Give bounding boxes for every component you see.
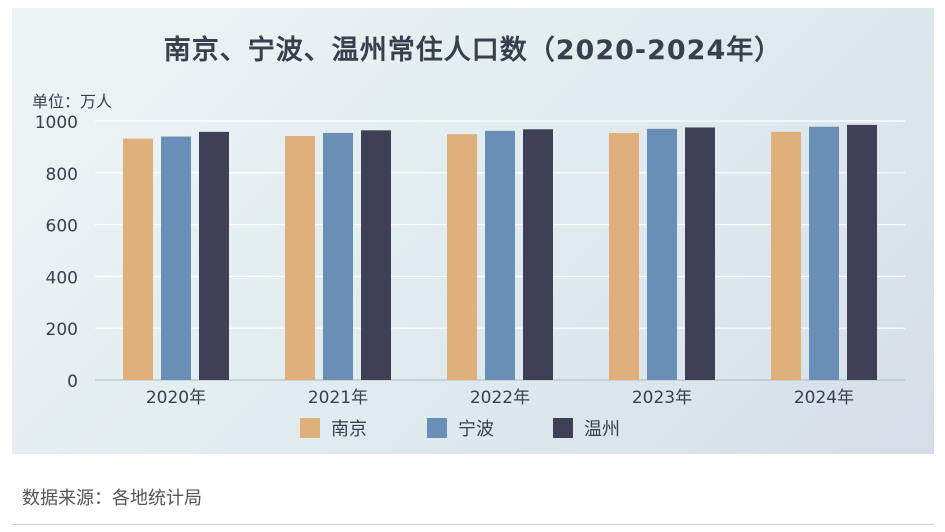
legend-swatch <box>427 418 447 438</box>
bar <box>323 132 353 380</box>
x-tick-label: 2020年 <box>146 388 206 408</box>
bar <box>161 136 191 380</box>
legend-label: 南京 <box>331 419 367 440</box>
bar <box>809 126 839 380</box>
legend-swatch <box>553 418 573 438</box>
data-source: 数据来源：各地统计局 <box>22 488 202 509</box>
y-tick-label: 0 <box>67 372 78 392</box>
bar <box>485 130 515 380</box>
legend-label: 温州 <box>584 419 620 440</box>
bar-chart: 0 200 400 600 800 1000 2020年 2021年 2022年 2023年 202… <box>35 113 905 440</box>
bar <box>523 129 553 380</box>
legend-label: 宁波 <box>458 419 494 440</box>
x-tick-label: 2022年 <box>470 388 530 408</box>
y-tick-label: 400 <box>46 268 78 288</box>
bar <box>361 130 391 380</box>
x-tick-label: 2024年 <box>794 388 854 408</box>
x-tick-label: 2023年 <box>632 388 692 408</box>
bar <box>285 136 315 380</box>
unit-label: 单位：万人 <box>32 92 113 111</box>
footer-divider <box>12 524 934 525</box>
legend-swatch <box>300 418 320 438</box>
bar <box>609 132 639 380</box>
bar <box>199 131 229 380</box>
bar <box>847 124 877 380</box>
y-tick-label: 800 <box>46 165 78 185</box>
bar <box>685 127 715 380</box>
bar <box>647 128 677 380</box>
chart-title: 南京、宁波、温州常住人口数（2020-2024年） <box>163 35 783 66</box>
bar <box>771 131 801 380</box>
x-tick-label: 2021年 <box>308 388 368 408</box>
bar <box>447 134 477 380</box>
y-tick-label: 200 <box>46 320 78 340</box>
y-tick-label: 1000 <box>35 113 78 133</box>
y-tick-label: 600 <box>46 217 78 237</box>
bar <box>123 138 153 380</box>
